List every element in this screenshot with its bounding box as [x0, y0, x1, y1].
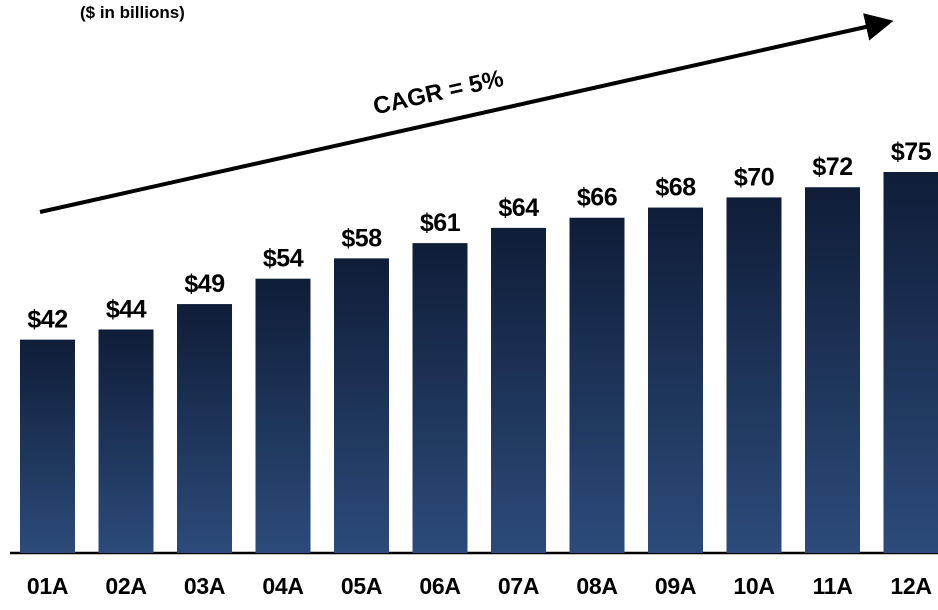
bar	[569, 217, 625, 553]
bar	[491, 227, 546, 553]
x-tick-label: 07A	[498, 573, 539, 599]
x-tick-label: 03A	[184, 573, 225, 599]
value-label: $54	[263, 245, 304, 273]
bar	[726, 197, 782, 553]
x-tick-label: 02A	[105, 573, 146, 599]
x-tick-label: 08A	[576, 573, 617, 599]
bar	[255, 278, 311, 553]
bar	[20, 339, 75, 553]
bar	[883, 172, 938, 553]
x-tick-label: 05A	[341, 573, 382, 599]
value-label: $61	[420, 209, 461, 237]
value-label: $64	[498, 194, 539, 222]
x-tick-label: 01A	[27, 573, 68, 599]
trend-arrow	[39, 13, 894, 214]
value-label: $70	[734, 163, 774, 191]
bar	[98, 329, 154, 553]
value-label: $42	[27, 306, 67, 334]
value-label: $75	[891, 138, 932, 166]
x-tick-label: 09A	[655, 573, 696, 599]
value-label: $66	[577, 184, 617, 212]
bar	[412, 243, 468, 553]
bars: $42 01A $44 02A $49 03A $54 04A $58 05A $61 06A $64 0…	[20, 138, 938, 599]
subtitle: ($ in billions)	[80, 3, 185, 22]
bar	[805, 187, 860, 554]
x-tick-label: 10A	[733, 573, 774, 599]
x-tick-label: 12A	[890, 573, 931, 599]
value-label: $44	[106, 295, 147, 323]
x-tick-label: 04A	[262, 573, 303, 599]
x-tick-label: 06A	[419, 573, 460, 599]
value-label: $68	[655, 174, 696, 202]
bar	[334, 258, 389, 553]
value-label: $58	[341, 224, 382, 252]
value-label: $72	[812, 153, 852, 181]
bar	[177, 304, 232, 553]
bar	[648, 207, 703, 553]
x-tick-label: 11A	[812, 573, 852, 599]
value-label: $49	[184, 270, 224, 298]
